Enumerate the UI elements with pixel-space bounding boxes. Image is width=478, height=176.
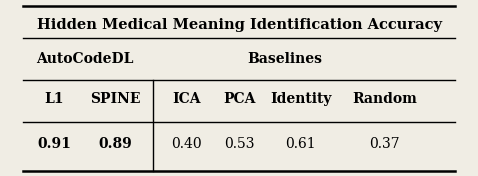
Text: PCA: PCA <box>223 92 255 106</box>
Text: 0.40: 0.40 <box>171 137 201 151</box>
Text: 0.89: 0.89 <box>99 137 132 151</box>
Text: L1: L1 <box>44 92 64 106</box>
Text: Identity: Identity <box>270 92 331 106</box>
Text: ICA: ICA <box>172 92 200 106</box>
Text: AutoCodeDL: AutoCodeDL <box>36 52 133 66</box>
Text: SPINE: SPINE <box>90 92 141 106</box>
Text: 0.91: 0.91 <box>37 137 71 151</box>
Text: Hidden Medical Meaning Identification Accuracy: Hidden Medical Meaning Identification Ac… <box>36 18 442 32</box>
Text: 0.37: 0.37 <box>369 137 400 151</box>
Text: 0.53: 0.53 <box>224 137 254 151</box>
Text: 0.61: 0.61 <box>285 137 316 151</box>
Text: Baselines: Baselines <box>248 52 323 66</box>
Text: Random: Random <box>352 92 417 106</box>
